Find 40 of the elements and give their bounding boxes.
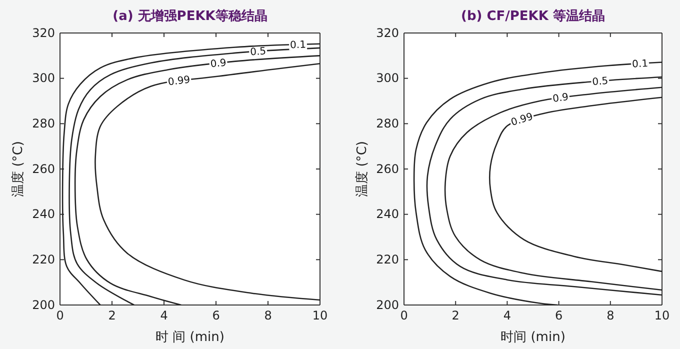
- y-tick-label: 320: [32, 26, 55, 40]
- y-tick-label: 260: [376, 162, 399, 176]
- y-tick-label: 200: [32, 298, 55, 312]
- y-tick-label: 280: [376, 116, 399, 131]
- series-label: 0.1: [632, 58, 648, 70]
- x-tick-label: 4: [160, 308, 168, 323]
- text: 0.9: [552, 92, 570, 105]
- series-label: 0.5: [250, 46, 266, 58]
- chart-title: (b) CF/PEKK 等温结晶: [461, 9, 605, 24]
- x-tick-label: 0: [400, 308, 408, 323]
- x-tick-label: 2: [108, 308, 116, 323]
- x-tick-label: 6: [554, 308, 563, 323]
- y-tick-label: 280: [32, 116, 55, 131]
- x-tick-label: 6: [212, 308, 220, 323]
- y-tick-label: 260: [32, 162, 55, 176]
- x-tick-label: 8: [606, 308, 614, 323]
- y-tick-label: 200: [376, 298, 399, 312]
- y-tick-label: 240: [376, 207, 399, 222]
- y-axis-title: 温度 (°C): [354, 141, 370, 197]
- y-tick-label: 300: [376, 71, 399, 86]
- x-tick-label: 2: [452, 308, 460, 323]
- text: 0.99: [510, 111, 534, 129]
- x-tick-label: 0: [56, 308, 64, 323]
- x-tick-label: 10: [654, 308, 670, 323]
- x-axis-title: 时 间 (min): [156, 330, 224, 345]
- text: 0.99: [167, 74, 191, 88]
- chart-title: (a) 无增强PEKK等稳结晶: [112, 9, 268, 24]
- y-tick-label: 220: [32, 252, 55, 267]
- y-axis-title: 温度 (°C): [10, 141, 26, 197]
- series-label: 0.5: [592, 76, 609, 88]
- y-tick-label: 320: [376, 26, 399, 40]
- y-tick-label: 220: [376, 252, 399, 267]
- y-tick-label: 240: [32, 207, 55, 222]
- x-axis-title: 时间 (min): [500, 330, 566, 345]
- x-tick-label: 4: [503, 308, 512, 323]
- text: 0.9: [210, 58, 227, 70]
- x-tick-label: 10: [312, 308, 328, 323]
- x-tick-label: 8: [264, 308, 272, 323]
- y-tick-label: 300: [32, 71, 55, 86]
- series-label: 0.1: [290, 40, 306, 52]
